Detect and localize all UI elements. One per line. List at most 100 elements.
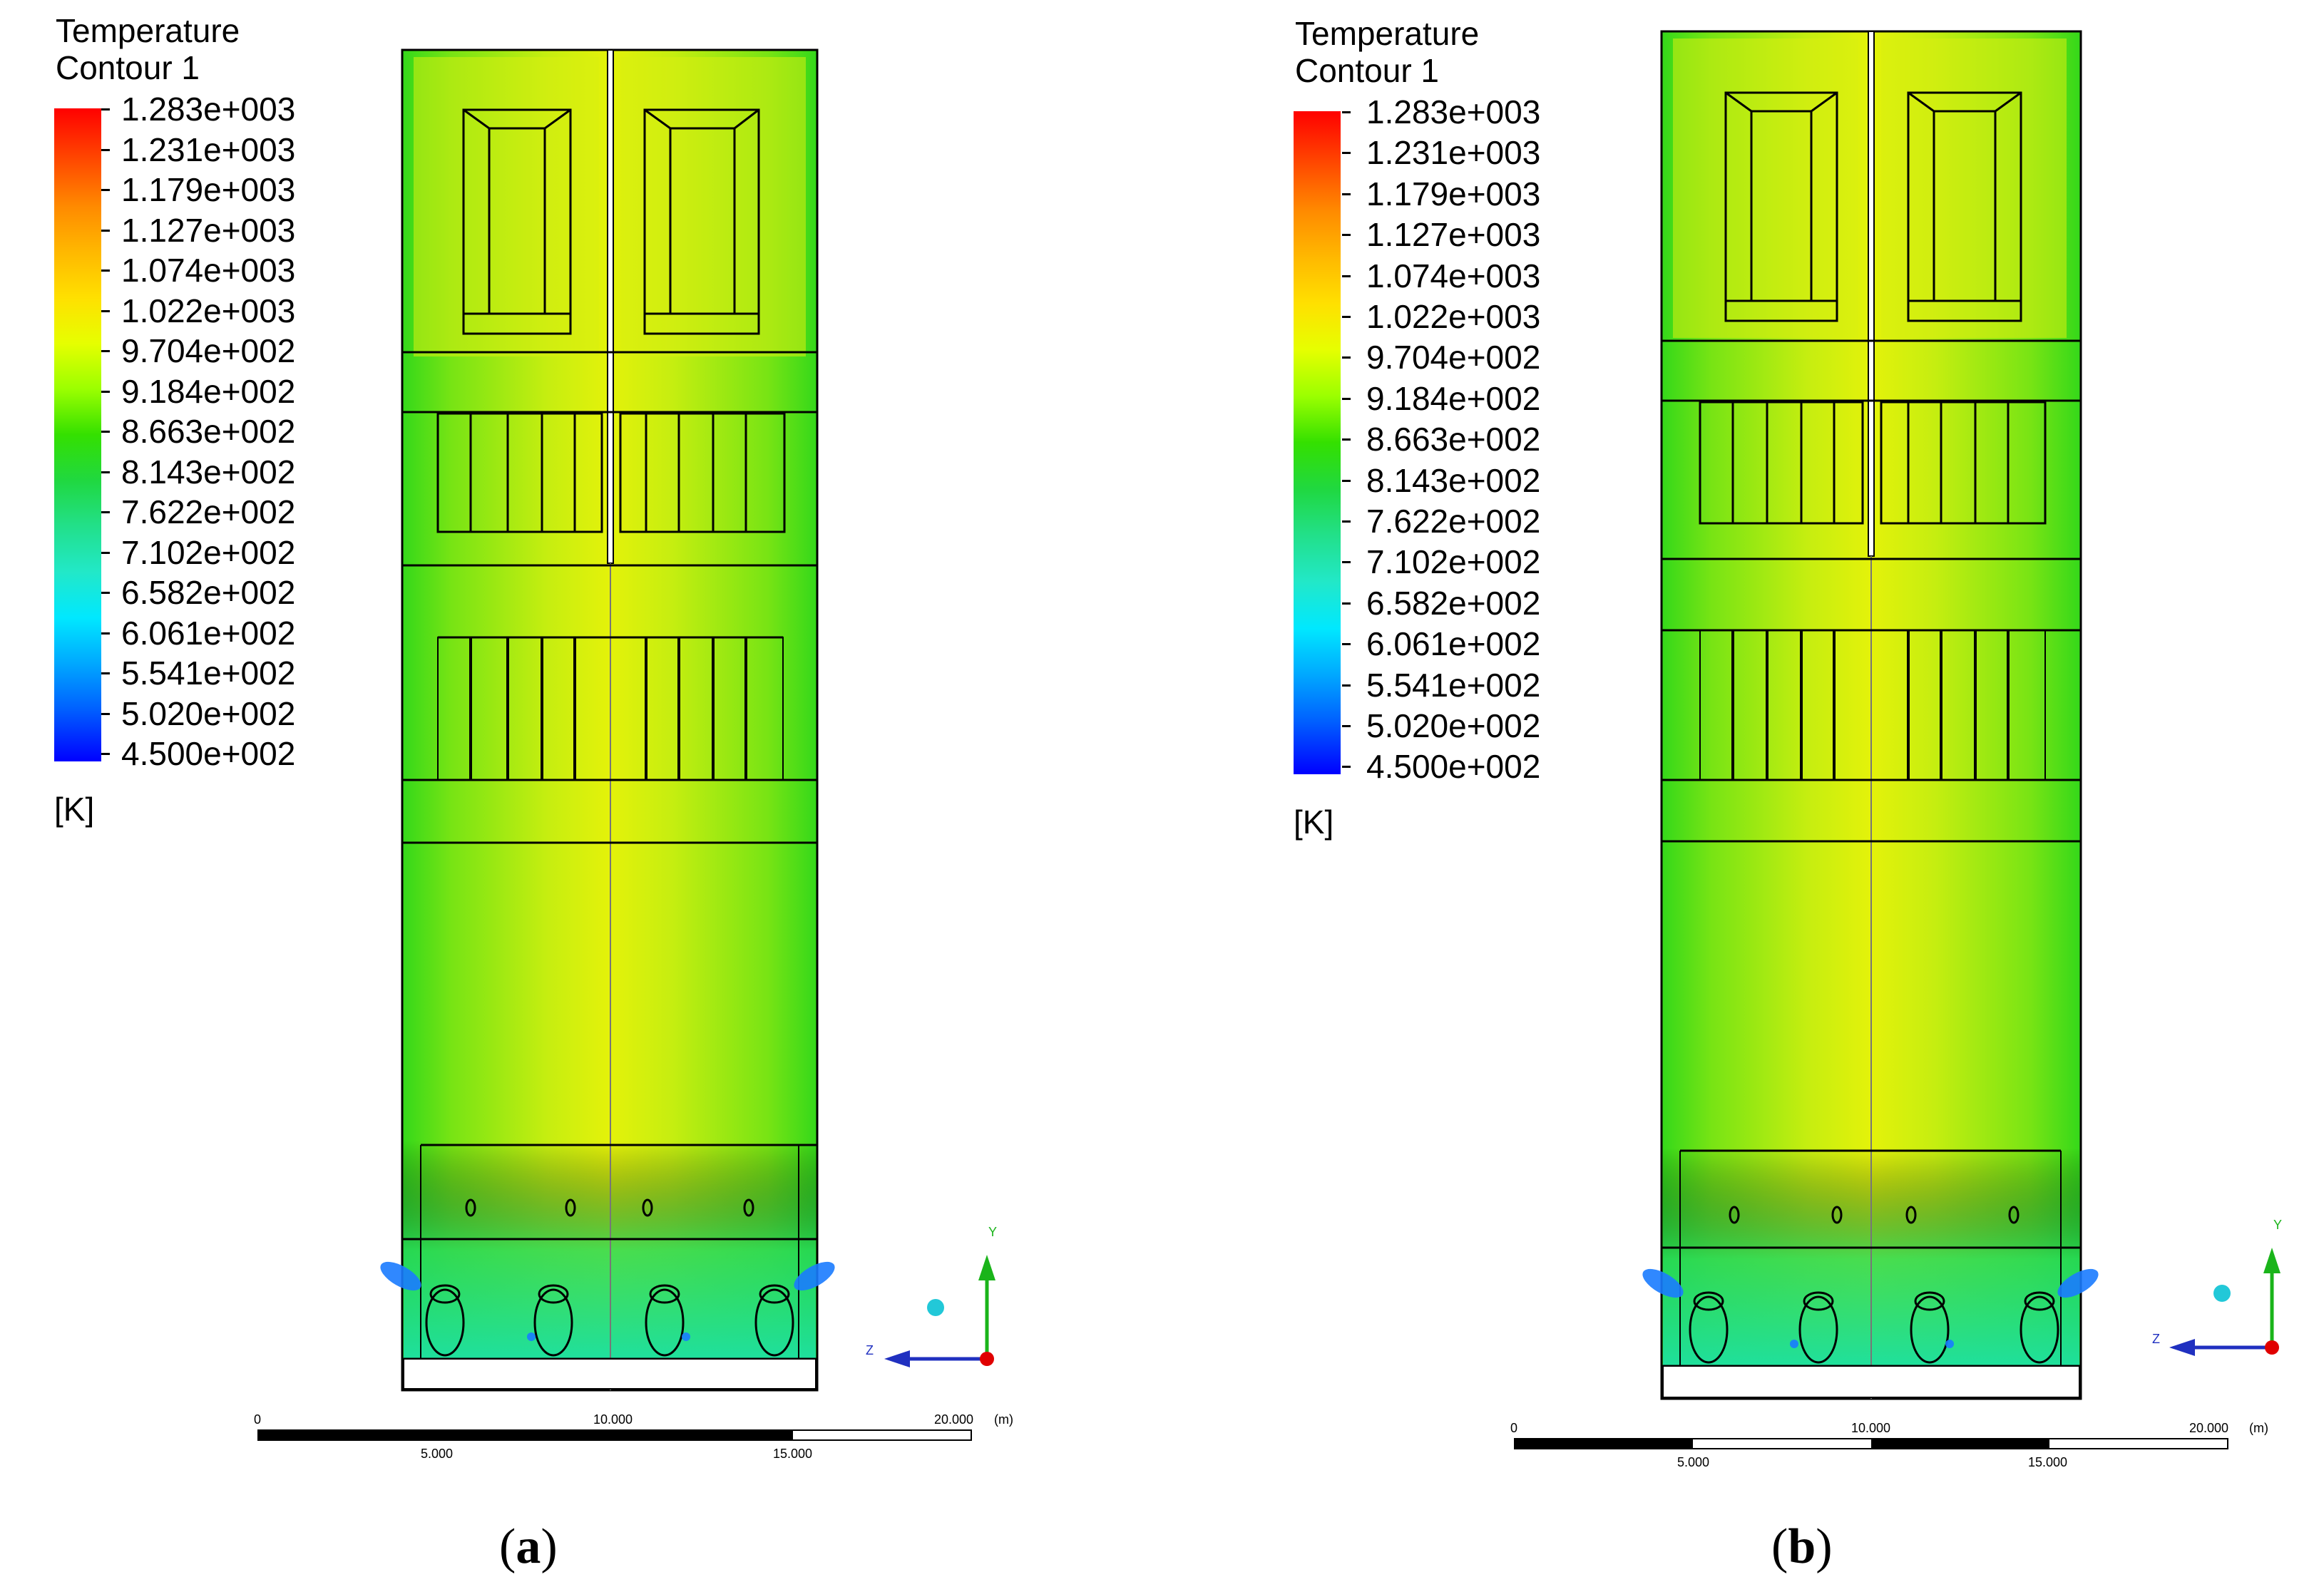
legend-tick-label: 8.143e+002	[1366, 461, 1541, 499]
scale-label-5: 5.000	[421, 1447, 454, 1461]
legend-unit: [K]	[1294, 803, 1334, 841]
legend-tick-label: 4.500e+002	[1366, 748, 1541, 786]
legend-tick-label: 5.020e+002	[121, 694, 296, 732]
scale-label-0: 0	[1510, 1421, 1518, 1435]
legend-tick-label: 6.582e+002	[1366, 584, 1541, 622]
legend-tick-mark	[1342, 602, 1351, 605]
legend-tick-mark	[1342, 234, 1351, 237]
legend-tick-label: 6.061e+002	[121, 614, 296, 652]
scale-label-10: 10.000	[1851, 1421, 1891, 1435]
panel-b: Temperature Contour 1 [K]	[1241, 0, 2324, 1592]
tube-bank-upper	[1699, 401, 2047, 525]
legend-tick-mark	[101, 148, 110, 151]
legend-tick-mark	[101, 551, 110, 554]
platen-left	[462, 108, 572, 335]
scale-unit: (m)	[2249, 1421, 2268, 1435]
caption-b: (b)	[1771, 1519, 1833, 1574]
legend-tick-label: 8.143e+002	[121, 453, 296, 491]
tube-bank-lower	[1662, 629, 2081, 781]
legend-tick-mark	[101, 511, 110, 513]
legend-tick-label: 6.061e+002	[1366, 625, 1541, 663]
axis-triad	[884, 1255, 995, 1367]
legend-tick-label: 7.102e+002	[121, 533, 296, 571]
divider-plate	[607, 49, 614, 564]
axis-y-label: Y	[2273, 1218, 2282, 1232]
axis-y-label: Y	[988, 1225, 997, 1239]
legend-tick-mark	[101, 269, 110, 272]
legend-tick-mark	[101, 753, 110, 755]
burners	[1689, 1206, 2059, 1364]
legend-tick-label: 1.074e+003	[1366, 257, 1541, 294]
legend-tick-mark	[101, 189, 110, 191]
scale-label-15: 15.000	[773, 1447, 813, 1461]
legend-tick-mark	[101, 108, 110, 111]
legend-tick-label: 1.022e+003	[121, 292, 296, 329]
legend-tick-mark	[1342, 274, 1351, 277]
legend-tick-mark	[101, 672, 110, 674]
color-bar	[54, 108, 101, 761]
scale-label-10: 10.000	[593, 1412, 633, 1427]
legend-tick-label: 1.231e+003	[1366, 134, 1541, 172]
legend-tick-label: 1.231e+003	[121, 130, 296, 168]
legend-tick-mark	[1342, 520, 1351, 523]
legend-tick-mark	[1342, 152, 1351, 155]
legend-tick-label: 7.102e+002	[1366, 543, 1541, 581]
contour-plot: Y Z	[257, 48, 997, 1441]
caption-a: (a)	[499, 1519, 558, 1574]
legend-tick-label: 1.179e+003	[1366, 175, 1541, 212]
divider-plate	[1868, 31, 1875, 557]
legend-tick-label: 9.704e+002	[1366, 339, 1541, 376]
contour-plot: Y Z	[1514, 30, 2282, 1449]
legend-tick-mark	[1342, 192, 1351, 195]
legend-tick-mark	[101, 350, 110, 352]
legend-tick-label: 9.704e+002	[121, 332, 296, 369]
legend-tick-mark	[1342, 356, 1351, 359]
legend-tick-mark	[1342, 725, 1351, 727]
legend-tick-mark	[101, 229, 110, 232]
legend-tick-label: 1.074e+003	[121, 252, 296, 289]
burners	[425, 1198, 794, 1357]
legend-subtitle: Contour 1	[56, 49, 200, 86]
legend-tick-label: 1.127e+003	[121, 211, 296, 249]
cold-jets	[380, 1261, 835, 1341]
legend-tick-label: 7.622e+002	[1366, 503, 1541, 540]
axis-z-label: Z	[866, 1343, 874, 1357]
legend-tick-mark	[1342, 479, 1351, 482]
legend-tick-mark	[101, 309, 110, 312]
scale-label-15: 15.000	[2028, 1455, 2068, 1469]
legend-tick-mark	[101, 431, 110, 433]
legend-tick-mark	[101, 390, 110, 393]
tube-bank-lower	[437, 636, 784, 781]
scale-label-20: 20.000	[934, 1412, 974, 1427]
legend-tick-label: 1.283e+003	[121, 91, 296, 128]
legend-tick-label: 6.582e+002	[121, 574, 296, 611]
scale-bar	[1514, 1438, 2228, 1449]
tube-bank-upper	[436, 412, 786, 533]
legend-tick-label: 1.179e+003	[121, 171, 296, 208]
legend-tick-mark	[101, 592, 110, 594]
legend-unit: [K]	[54, 791, 95, 828]
scale-unit: (m)	[994, 1412, 1013, 1427]
legend-tick-mark	[101, 712, 110, 715]
legend-tick-label: 4.500e+002	[121, 735, 296, 772]
axis-z-label: Z	[2152, 1332, 2160, 1346]
legend-tick-label: 1.127e+003	[1366, 216, 1541, 254]
legend-tick-label: 8.663e+002	[121, 413, 296, 450]
scale-bar	[257, 1429, 972, 1441]
legend-tick-mark	[1342, 111, 1351, 113]
legend-tick-mark	[1342, 561, 1351, 564]
legend-tick-mark	[101, 632, 110, 635]
legend-tick-mark	[1342, 684, 1351, 687]
legend-tick-label: 5.020e+002	[1366, 707, 1541, 744]
axis-triad	[2169, 1248, 2281, 1356]
platen-right	[1907, 91, 2022, 322]
panel-a: Temperature Contour 1 [K]	[0, 0, 1141, 1592]
legend-title: Temperature	[56, 12, 240, 49]
legend-tick-label: 1.022e+003	[1366, 298, 1541, 335]
scale-label-0: 0	[254, 1412, 262, 1427]
legend-tick-label: 9.184e+002	[1366, 379, 1541, 417]
legend-tick-mark	[1342, 438, 1351, 441]
platen-right	[643, 108, 760, 335]
cold-jets	[1642, 1268, 2099, 1348]
legend-tick-label: 8.663e+002	[1366, 421, 1541, 458]
